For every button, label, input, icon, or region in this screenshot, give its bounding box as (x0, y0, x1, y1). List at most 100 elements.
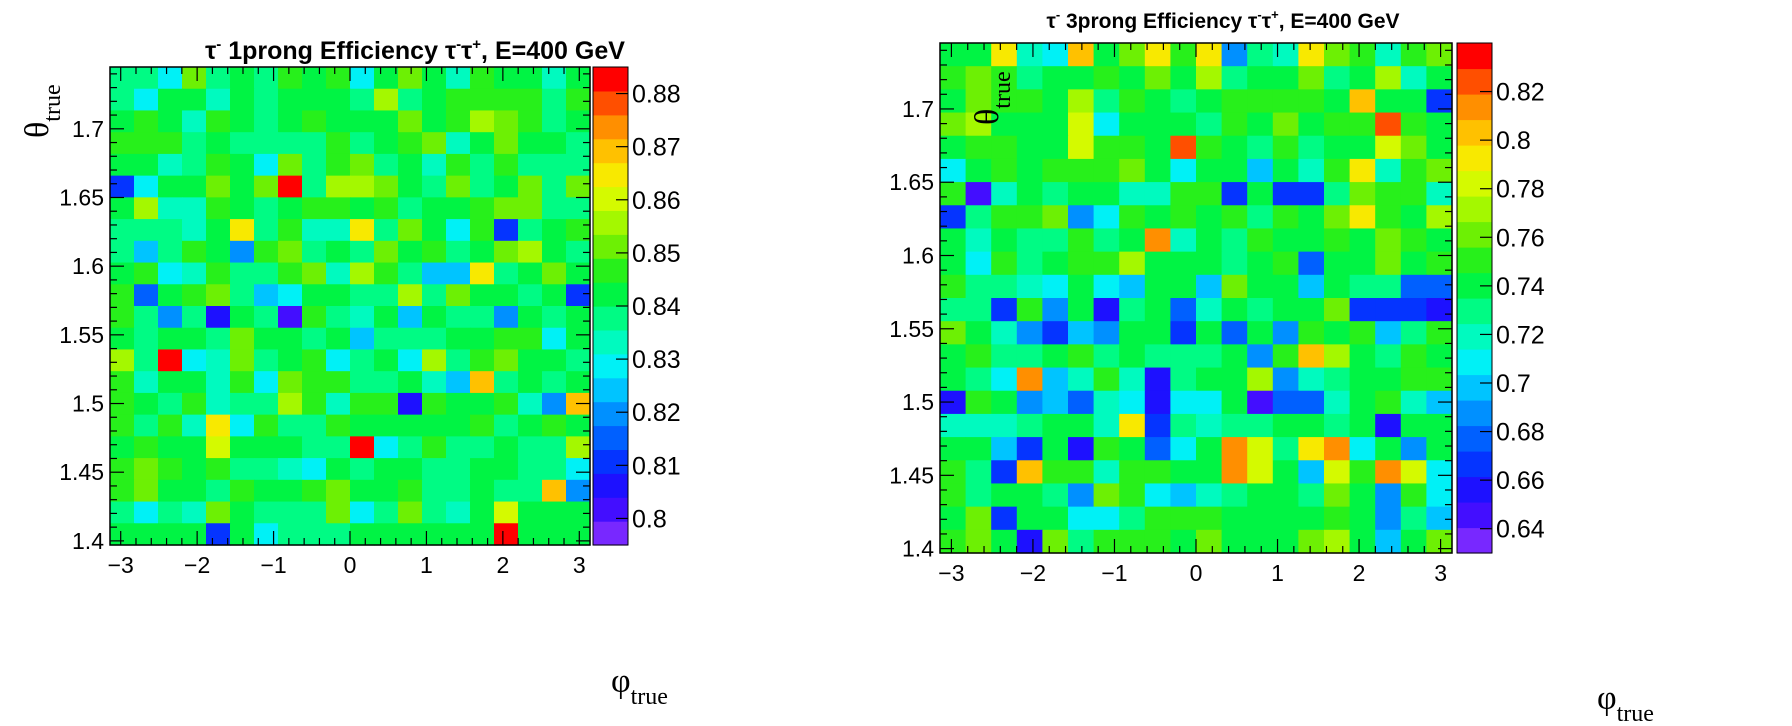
heatmap-cell (182, 436, 207, 459)
heatmap-cell (1349, 158, 1376, 183)
heatmap-cell (182, 110, 207, 133)
heatmap-cell (494, 219, 519, 242)
heatmap-cell (1042, 529, 1069, 554)
heatmap-cell (1144, 112, 1171, 137)
heatmap-cell (422, 197, 447, 220)
heatmap-cell (1196, 205, 1223, 230)
heatmap-cell (158, 306, 183, 329)
heatmap-cell (374, 458, 399, 481)
heatmap-cell (182, 132, 207, 155)
heatmap-cell (1119, 483, 1146, 508)
heatmap-cell (230, 414, 255, 437)
heatmap-cell (1247, 437, 1274, 461)
heatmap-cell (965, 298, 992, 322)
heatmap-cell (1349, 112, 1376, 137)
heatmap-cell (991, 66, 1018, 90)
heatmap-cell (302, 458, 327, 481)
heatmap-cell (1400, 66, 1427, 90)
heatmap-cell (1375, 390, 1402, 415)
heatmap-cell (446, 240, 471, 264)
heatmap-cell (1426, 321, 1453, 345)
heatmap-cell (278, 436, 303, 459)
heatmap-cell (182, 175, 207, 198)
heatmap-cell (374, 392, 399, 416)
heatmap-cell (991, 205, 1018, 230)
heatmap-cell (134, 219, 159, 242)
heatmap-cell (1170, 413, 1197, 438)
heatmap-cell (302, 67, 327, 90)
heatmap-cell (1042, 251, 1069, 276)
heatmap-cell (302, 392, 327, 416)
heatmap-cell (940, 529, 967, 554)
heatmap-cell (1247, 43, 1274, 67)
heatmap-cell (1144, 251, 1171, 276)
heatmap-cell (1016, 390, 1043, 415)
heatmap-cell (1068, 43, 1095, 67)
heatmap-cell (1093, 112, 1120, 137)
heatmap-cell (991, 89, 1018, 114)
heatmap-cell (1042, 298, 1069, 322)
heatmap-cell (1272, 228, 1299, 253)
heatmap-cell (1298, 112, 1325, 137)
heatmap-cell (1119, 228, 1146, 253)
heatmap-cells-3prong (940, 43, 1453, 554)
heatmap-cell (182, 67, 207, 90)
heatmap-cell (1042, 437, 1069, 461)
heatmap-cell (1349, 506, 1376, 531)
heatmap-cell (1272, 344, 1299, 369)
heatmap-cell (518, 175, 543, 198)
heatmap-cell (566, 153, 591, 177)
heatmap-cell (230, 479, 255, 503)
heatmap-cell (940, 205, 967, 230)
heatmap-cell (1349, 135, 1376, 160)
heatmap-cell (446, 67, 471, 90)
heatmap-cell (350, 327, 375, 351)
heatmap-cell (991, 158, 1018, 183)
heatmap-cell (206, 349, 231, 372)
heatmap-cell (1349, 274, 1376, 299)
heatmap-cell (350, 523, 375, 546)
heatmap-cell (206, 327, 231, 351)
heatmap-cell (1221, 460, 1248, 485)
heatmap-cell (965, 89, 992, 114)
heatmap-cell (398, 110, 423, 133)
heatmap-cell (1016, 367, 1043, 392)
x-tick-label: 3 (573, 552, 586, 578)
heatmap-cell (326, 458, 351, 481)
heatmap-cell (1349, 390, 1376, 415)
heatmap-cell (422, 458, 447, 481)
heatmap-cell (518, 197, 543, 220)
heatmap-cell (374, 219, 399, 242)
heatmap-cell (566, 414, 591, 437)
heatmap-cell (350, 436, 375, 459)
heatmap-cell (1324, 89, 1351, 114)
title-tau: τ (1046, 10, 1056, 33)
heatmap-cell (518, 240, 543, 264)
heatmap-cell (940, 66, 967, 90)
heatmap-cell (1400, 182, 1427, 206)
heatmap-cell (326, 523, 351, 546)
heatmap-cell (1426, 344, 1453, 369)
heatmap-cell (254, 523, 279, 546)
palette-swatch (1457, 425, 1492, 452)
heatmap-cell (1196, 89, 1223, 114)
heatmap-cell (446, 458, 471, 481)
heatmap-cell (350, 349, 375, 372)
heatmap-cell (158, 392, 183, 416)
heatmap-cell (940, 112, 967, 137)
heatmap-cell (991, 274, 1018, 299)
heatmap-cell (326, 88, 351, 112)
heatmap-cell (350, 110, 375, 133)
heatmap-cell (1400, 228, 1427, 253)
heatmap-cell (1144, 274, 1171, 299)
heatmap-cell (494, 197, 519, 220)
heatmap-cell (1272, 506, 1299, 531)
heatmap-cell (1016, 43, 1043, 67)
heatmap-cell (1221, 112, 1248, 137)
palette-swatch (593, 497, 628, 522)
heatmap-cell (542, 110, 567, 133)
palette-tick-label: 0.81 (632, 452, 681, 480)
heatmap-cell (1400, 506, 1427, 531)
heatmap-cell (940, 182, 967, 206)
heatmap-cell (326, 371, 351, 394)
